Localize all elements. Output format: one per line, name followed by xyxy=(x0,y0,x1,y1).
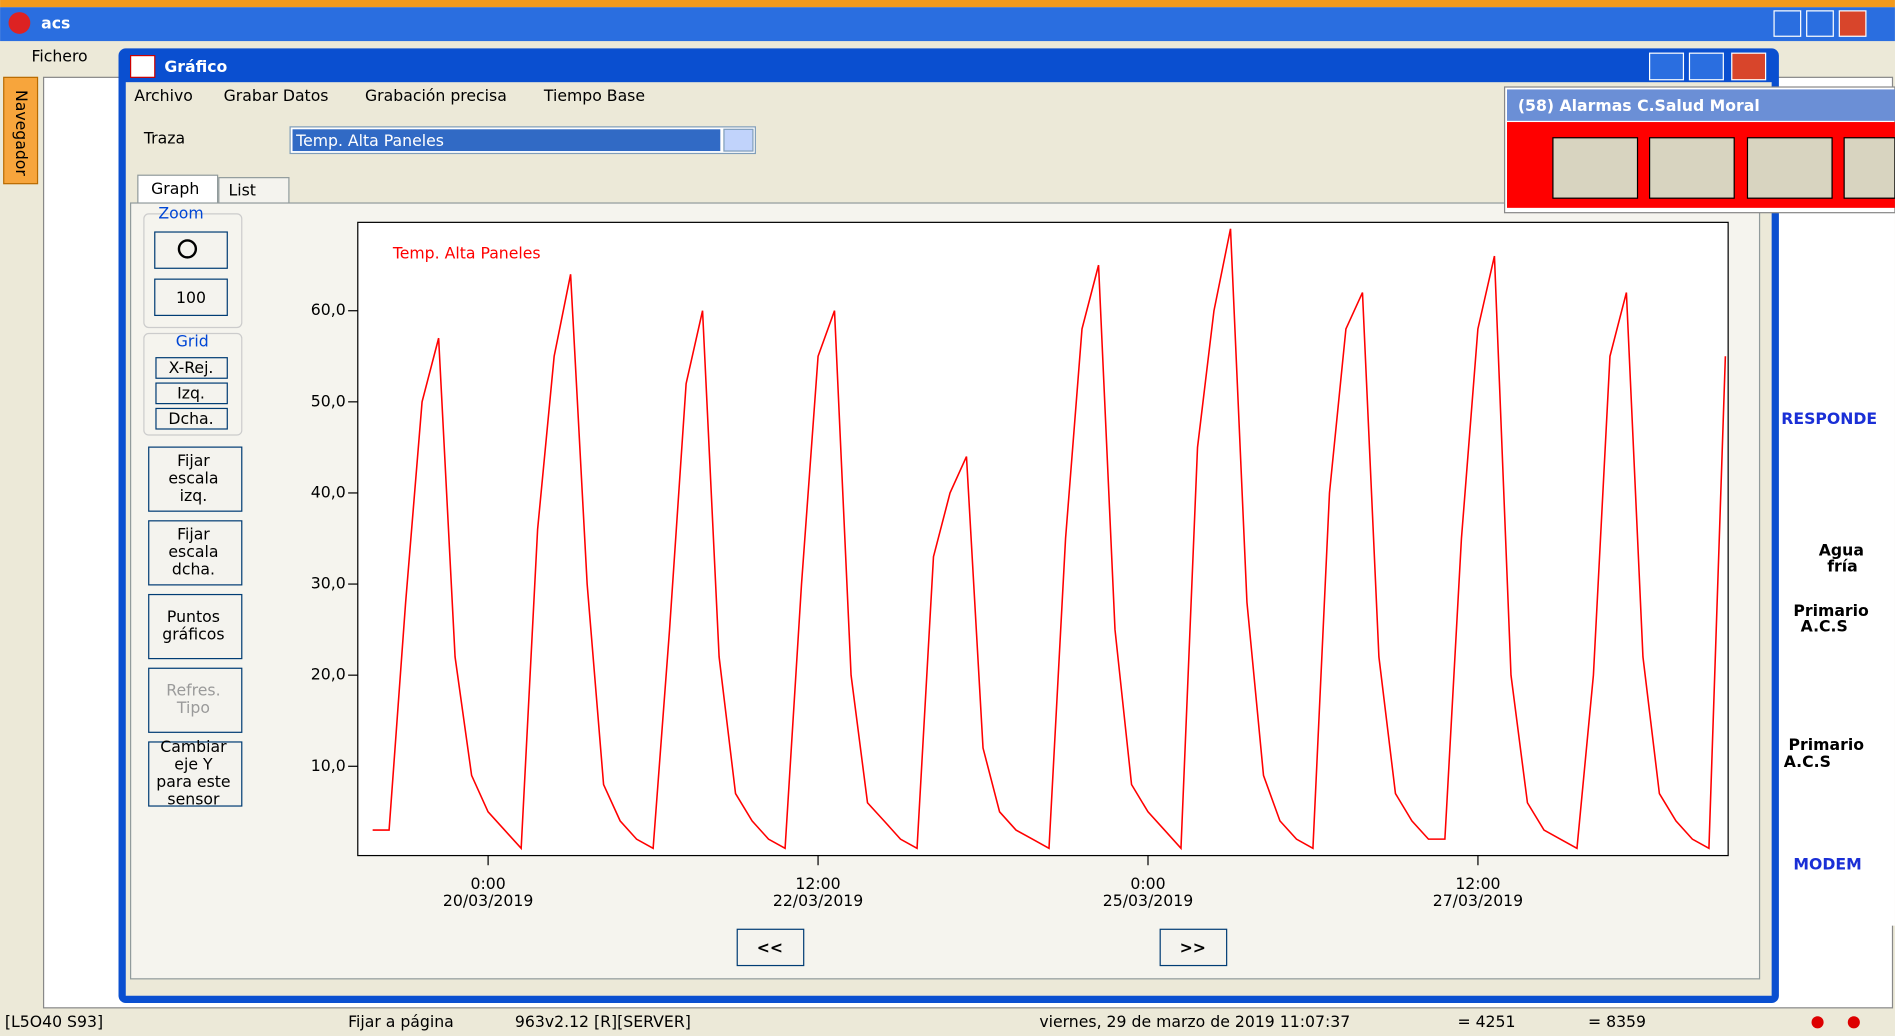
side-button-label: gráficos xyxy=(162,625,224,644)
prev-label: << xyxy=(757,938,783,957)
trace-label: Traza xyxy=(143,128,185,147)
side-button-label: Refres. xyxy=(166,681,220,700)
side-button-label: dcha. xyxy=(172,560,215,579)
tab-label: List xyxy=(228,180,255,199)
status: Fijar a página xyxy=(348,1012,454,1031)
next-label: >> xyxy=(1180,938,1206,957)
bg-label: Primario xyxy=(1793,601,1869,620)
prev-button[interactable] xyxy=(736,928,805,967)
restore[interactable] xyxy=(1806,10,1834,37)
status: [L5O40 S93] xyxy=(5,1012,103,1031)
alarm-button[interactable] xyxy=(1648,137,1735,199)
side-button-label: Cambiar xyxy=(160,737,227,756)
side-button-label: Fijar xyxy=(177,451,210,470)
y-tick-label: 10,0 xyxy=(311,756,346,775)
series-line xyxy=(372,228,1727,851)
maximize[interactable] xyxy=(1688,52,1724,81)
grid-button[interactable] xyxy=(155,382,228,405)
next-button[interactable] xyxy=(1159,928,1228,967)
grid-button-label: Dcha. xyxy=(168,409,213,428)
side-button-label: Puntos xyxy=(167,607,220,626)
alarm-button[interactable] xyxy=(1746,137,1833,199)
side-button[interactable] xyxy=(148,593,243,660)
bg-label: Agua xyxy=(1819,541,1864,560)
app-titlebar xyxy=(0,7,1895,42)
bg-label: RESPONDE xyxy=(1781,409,1877,428)
bg-label: MODEM xyxy=(1793,855,1861,874)
x-tick-label: 12:00 xyxy=(795,874,840,893)
close[interactable] xyxy=(1838,10,1867,37)
grid-button[interactable] xyxy=(155,357,228,379)
status: 963v2.12 [R][SERVER] xyxy=(515,1012,691,1031)
menu-item[interactable]: Grabación precisa xyxy=(365,86,507,105)
group-label: Zoom xyxy=(158,203,203,222)
side-button-label: escala xyxy=(168,542,218,561)
y-tick-label: 60,0 xyxy=(311,300,346,319)
grid-button[interactable] xyxy=(155,407,228,430)
grid-button-label: X-Rej. xyxy=(169,358,214,377)
status: = 8359 xyxy=(1588,1012,1646,1031)
alarm-button[interactable] xyxy=(1843,137,1895,199)
x-tick-label: 0:00 xyxy=(470,874,505,893)
x-tick-label: 0:00 xyxy=(1130,874,1165,893)
side-button[interactable] xyxy=(148,741,243,807)
tab[interactable] xyxy=(137,174,219,205)
navigator-tab[interactable] xyxy=(3,76,39,185)
legend-entry: Temp. Alta Paneles xyxy=(392,243,541,262)
navigator: Navegador xyxy=(12,90,31,176)
bg-label: fría xyxy=(1827,556,1858,575)
bg-label: Primario xyxy=(1789,735,1865,754)
group-label: Grid xyxy=(176,331,209,350)
side-button-label: Tipo xyxy=(176,698,210,717)
y-tick-label: 20,0 xyxy=(311,665,346,684)
app-title: acs xyxy=(41,14,70,33)
minimize[interactable] xyxy=(1773,10,1802,37)
side-button[interactable] xyxy=(148,446,243,512)
side-button[interactable] xyxy=(148,520,243,586)
side-button-label: escala xyxy=(168,468,218,487)
side-button-label: izq. xyxy=(180,486,208,505)
minimize[interactable] xyxy=(1648,52,1685,81)
x-tick-label: 22/03/2019 xyxy=(773,891,863,910)
x-tick-label: 25/03/2019 xyxy=(1103,891,1193,910)
plot-area xyxy=(357,221,1729,857)
app-menu[interactable]: Fichero xyxy=(32,46,88,65)
x-tick-label: 20/03/2019 xyxy=(443,891,533,910)
side-button-label: para este xyxy=(156,772,230,791)
alarm-title: (58) Alarmas C.Salud Moral xyxy=(1518,96,1760,115)
bg-label: A.C.S xyxy=(1801,617,1848,636)
status: = 4251 xyxy=(1457,1012,1515,1031)
side-button-label: eje Y xyxy=(174,754,213,773)
side-button-label: Fijar xyxy=(177,525,210,544)
zoom-button[interactable] xyxy=(154,231,228,269)
tab[interactable] xyxy=(218,177,290,205)
menu-item[interactable]: Tiempo Base xyxy=(543,86,645,105)
bg-label: A.C.S xyxy=(1784,752,1831,771)
zoom-value[interactable] xyxy=(154,278,228,317)
y-tick-label: 40,0 xyxy=(311,482,346,501)
zoom-value-text: 100 xyxy=(176,288,206,307)
y-tick-label: 30,0 xyxy=(311,574,346,593)
trace-value: Temp. Alta Paneles xyxy=(295,131,444,150)
x-tick-label: 12:00 xyxy=(1455,874,1500,893)
x-tick-label: 27/03/2019 xyxy=(1433,891,1523,910)
side-button[interactable] xyxy=(148,667,243,733)
grid-button-label: Izq. xyxy=(177,383,205,402)
y-tick-label: 50,0 xyxy=(311,391,346,410)
tab-label: Graph xyxy=(151,179,199,198)
status: viernes, 29 de marzo de 2019 11:07:37 xyxy=(1039,1012,1350,1031)
alarm-button[interactable] xyxy=(1552,137,1639,199)
menu-item[interactable]: Archivo xyxy=(134,86,193,105)
menu-item[interactable]: Grabar Datos xyxy=(224,86,329,105)
close[interactable] xyxy=(1731,52,1767,81)
side-button-label: sensor xyxy=(167,789,220,808)
dialog-title: Gráfico xyxy=(164,57,227,76)
